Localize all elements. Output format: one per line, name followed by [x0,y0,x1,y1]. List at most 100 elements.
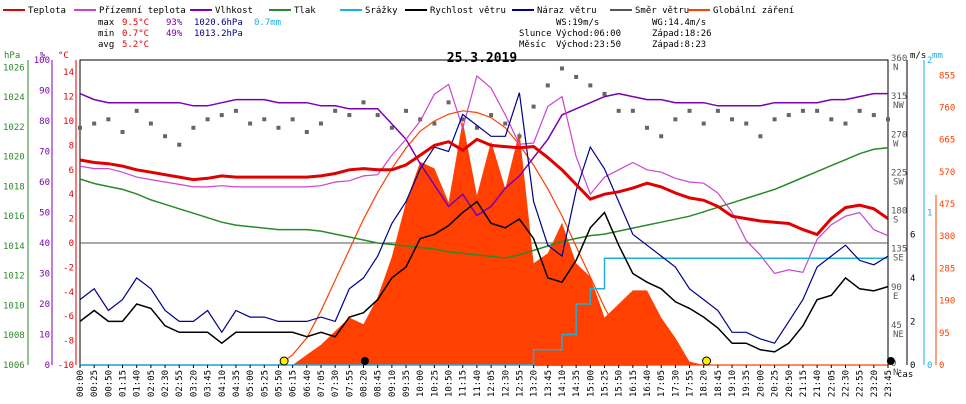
direction-point [744,121,749,126]
x-tick-label: 14:10 [558,370,568,397]
x-tick-label: 11:40 [473,370,483,397]
radiation-area [80,121,888,365]
direction-point [474,125,479,130]
plot-area [78,66,895,366]
x-tick-label: 09:35 [402,370,412,397]
wm2-tick-label: 190 [939,297,955,307]
x-tick-label: 00:50 [104,370,114,397]
wm2-tick-label: 570 [939,168,955,178]
direction-point [318,121,323,126]
ground-temp-line [79,74,889,275]
mesic-vychod: Východ:23:50 [556,40,621,50]
pct-tick-label: 60 [39,178,50,188]
wm2-tick-label: 760 [939,103,955,113]
x-tick-label: 11:15 [459,370,469,397]
direction-point [347,113,352,118]
hpa-tick-label: 1006 [3,361,25,371]
stat-min-temp: 0.7°C [122,29,149,39]
moonset-marker [360,357,369,365]
x-unit-label: čas [897,369,913,380]
temperature-line [79,137,889,237]
stat-min-label: min [98,29,114,39]
direction-point [418,117,423,122]
wg-text: WG:14.4m/s [652,18,706,28]
degc-tick-label: 12 [63,93,74,103]
humidity-line [79,92,888,217]
direction-point [134,108,139,113]
hpa-tick-label: 1020 [3,153,25,163]
mesic-label: Měsíc [519,40,546,50]
direction-point [219,113,224,118]
dir-tick-label: W [893,139,899,149]
direction-point [503,121,508,126]
x-tick-label: 02:05 [147,370,157,397]
x-tick-label: 10:50 [445,370,455,397]
x-tick-label: 23:20 [870,370,880,397]
direction-point [262,117,267,122]
x-tick-label: 07:55 [345,370,355,397]
stat-avg-label: avg [98,40,114,50]
x-tick-label: 21:15 [799,370,809,397]
degc-tick-label: 4 [69,190,74,200]
legend-label: Vlhkost [215,6,253,16]
direction-point [304,130,309,135]
degc-tick-label: -2 [63,263,74,273]
direction-point [545,83,550,88]
pct-tick-label: 0 [45,361,50,371]
x-tick-label: 20:00 [756,370,766,397]
direction-point [248,121,253,126]
x-tick-label: 21:40 [813,370,823,397]
dir-tick-label: E [893,292,898,302]
direction-point [815,108,820,113]
wm2-tick-label: 285 [939,264,955,274]
sunrise-marker [279,356,289,366]
pct-tick-label: 30 [39,270,50,280]
wind-line [79,200,889,353]
x-tick-label: 22:30 [841,370,851,397]
degc-tick-label: 6 [69,166,74,176]
x-tick-label: 07:05 [317,370,327,397]
dir-tick-label: 225 [891,168,907,178]
direction-point [800,108,805,113]
dir-tick-label: 180 [891,207,907,217]
legend-label: Globální záření [713,6,794,16]
x-tick-label: 13:45 [544,370,554,397]
hpa-tick-label: 1008 [3,331,25,341]
direction-point [148,121,153,126]
dir-tick-label: SE [893,254,904,264]
pct-tick-label: 90 [39,87,50,97]
x-tick-label: 23:45 [884,370,894,397]
x-tick-label: 05:00 [246,370,256,397]
x-tick-label: 15:00 [586,370,596,397]
direction-point [886,117,890,122]
x-tick-label: 01:15 [119,370,129,397]
direction-point [871,113,876,118]
wm2-tick-label: 855 [939,71,955,81]
x-tick-label: 22:05 [827,370,837,397]
slunce-label: Slunce [519,29,552,39]
degc-tick-label: 10 [63,117,74,127]
direction-point [163,134,168,139]
direction-point [205,117,210,122]
x-tick-label: 00:25 [90,370,100,397]
direction-point [361,100,366,105]
direction-point [630,108,635,113]
direction-point [375,113,380,118]
dir-tick-label: SW [893,177,904,187]
dir-tick-label: S [893,216,898,226]
x-tick-label: 03:45 [204,370,214,397]
ms-tick-label: 6 [910,230,915,240]
direction-point [659,134,664,139]
degc-tick-label: 0 [69,239,74,249]
stat-min-press: 1013.2hPa [194,29,243,39]
x-tick-label: 03:20 [189,370,199,397]
stats-block: max 9.5°C 93% 1020.6hPa 0.7mm min 0.7°C … [98,18,281,50]
degc-tick-label: -10 [58,361,74,371]
chart-legend: Teplota Přízemní teplota Vlhkost Tlak Srážky… [3,6,794,16]
pct-unit: % [40,51,46,61]
x-tick-label: 12:05 [487,370,497,397]
direction-point [92,121,97,126]
dir-tick-label: 360 [891,54,907,64]
dir-tick-label: 90 [891,283,902,293]
